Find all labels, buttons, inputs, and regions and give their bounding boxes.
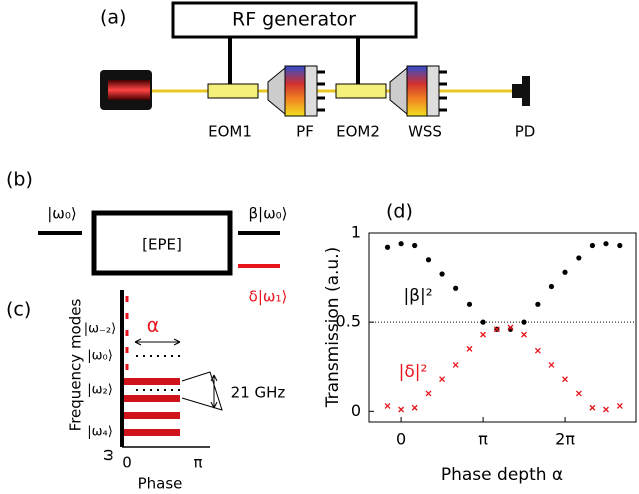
point <box>493 326 500 333</box>
point <box>589 242 596 249</box>
y-tick-label: 0 <box>351 401 361 420</box>
input-state: |ω₀⟩ <box>47 205 76 223</box>
panel-label: (a) <box>100 7 126 29</box>
panel-label: (b) <box>6 169 33 191</box>
point <box>466 345 473 352</box>
point <box>521 331 527 338</box>
epe-label: [EPE] <box>142 236 182 254</box>
point <box>398 241 404 247</box>
point <box>411 404 418 411</box>
point <box>439 271 445 277</box>
y-axis-label: Transmission (a.u.) <box>323 247 343 409</box>
point <box>562 269 568 275</box>
axis-label: Frequency modes <box>67 299 85 432</box>
point <box>398 406 405 413</box>
point <box>548 283 555 290</box>
point <box>534 347 541 354</box>
mode-bar <box>124 412 180 419</box>
component-label: PF <box>296 123 314 141</box>
point <box>480 319 486 325</box>
point <box>576 255 582 261</box>
x-axis-label: Phase depth α <box>441 465 563 485</box>
rf-box <box>171 1 418 39</box>
wss-ports <box>439 70 447 112</box>
point <box>535 301 541 307</box>
rf-label: RF generator <box>232 9 356 31</box>
point <box>521 319 527 325</box>
x-tick-label: 0 <box>396 430 406 449</box>
panel-d: (d) Transmission (a.u.) Phase depth α 0 0… <box>323 201 637 485</box>
pf-mask <box>304 65 318 117</box>
panel-label: (c) <box>6 299 31 321</box>
point <box>384 244 391 250</box>
component-label: EOM1 <box>208 123 252 141</box>
omega-label: ω <box>99 449 117 462</box>
component-label: PD <box>515 123 536 141</box>
point <box>453 285 459 291</box>
mode-label: |ω₂⟩ <box>87 383 113 398</box>
mode-bar <box>124 395 180 402</box>
point <box>412 242 418 249</box>
mode-label: |ω₋₂⟩ <box>84 322 116 337</box>
panel-c: (c) Frequency modes |ω₋₂⟩ |ω₀⟩ |ω₂⟩ |ω₄⟩… <box>6 290 285 493</box>
pf-lens <box>267 66 286 116</box>
point <box>603 406 609 413</box>
wss-grating <box>406 65 428 117</box>
spacing-label: 21 GHz <box>231 384 286 402</box>
mode-label: |ω₀⟩ <box>87 349 113 364</box>
pd <box>512 76 530 106</box>
eom1 <box>207 83 259 99</box>
wss-lens <box>389 66 408 116</box>
panel-a: (a) RF generator EOM1 PF EOM2 WSS PD <box>100 1 536 141</box>
tick-label: π <box>193 454 202 472</box>
panel-label: (d) <box>386 201 413 223</box>
eom2 <box>335 83 387 99</box>
point <box>452 361 459 368</box>
mode-bar <box>124 429 180 436</box>
point <box>425 390 432 397</box>
x-tick-label: π <box>478 430 488 449</box>
point <box>466 301 473 307</box>
output-state: β|ω₀⟩ <box>248 205 287 223</box>
point <box>603 241 609 247</box>
point <box>589 404 596 411</box>
point <box>507 324 514 331</box>
pf-grating <box>284 65 306 117</box>
point <box>439 376 446 383</box>
output-state: δ|ω₁⟩ <box>249 288 288 306</box>
wss-mask <box>426 65 440 117</box>
point <box>562 376 568 383</box>
pf-ports <box>317 70 325 112</box>
y-tick-label: 1 <box>351 223 361 242</box>
point <box>548 361 555 368</box>
point <box>617 242 623 249</box>
point <box>425 257 432 263</box>
tick-label: 0 <box>122 454 132 472</box>
panel-b: (b) |ω₀⟩ [EPE] β|ω₀⟩ δ|ω₁⟩ <box>6 169 288 306</box>
series-label: |δ|² <box>399 362 428 382</box>
x-tick-label: 2π <box>555 430 575 449</box>
point <box>480 331 487 338</box>
mode-bar <box>124 378 180 385</box>
series-label: |β|² <box>403 286 432 306</box>
point <box>616 402 623 409</box>
alpha-arrow <box>134 338 181 346</box>
component-label: WSS <box>408 123 442 141</box>
spacing-lines <box>181 371 223 411</box>
point <box>384 402 391 409</box>
component-label: EOM2 <box>336 123 380 141</box>
axis-label: Phase <box>138 475 183 493</box>
laser-beam <box>108 80 150 100</box>
alpha-label: α <box>147 315 160 337</box>
point <box>575 390 582 397</box>
mode-label: |ω₄⟩ <box>87 425 113 440</box>
plot-frame <box>368 232 637 423</box>
spacing-arrow <box>210 374 218 409</box>
epe-box <box>91 210 233 276</box>
y-tick-label: 0.5 <box>336 312 361 331</box>
